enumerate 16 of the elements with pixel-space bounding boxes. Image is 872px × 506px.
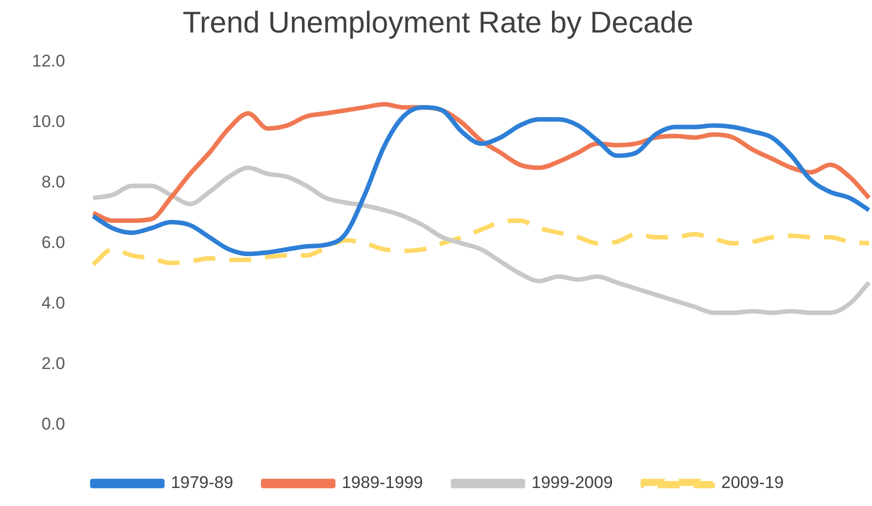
legend-label: 1999-2009 [532,473,613,492]
y-tick-label: 2.0 [41,354,66,373]
line-series [90,218,872,267]
y-tick-label: 8.0 [41,172,66,192]
line-series [90,105,872,256]
chart-title: Trend Unemployment Rate by Decade [182,6,694,40]
y-tick-label: 0.0 [41,414,66,434]
line-series [90,102,872,223]
legend-label: 2009-19 [721,473,784,492]
y-tick-label: 12.0 [32,52,66,71]
line-series [90,166,872,316]
y-tick-label: 4.0 [41,293,66,312]
legend-label: 1979-89 [170,473,234,492]
y-tick-label: 10.0 [32,112,66,132]
legend-label: 1989-1999 [342,473,424,492]
y-tick-label: 6.0 [41,232,66,252]
